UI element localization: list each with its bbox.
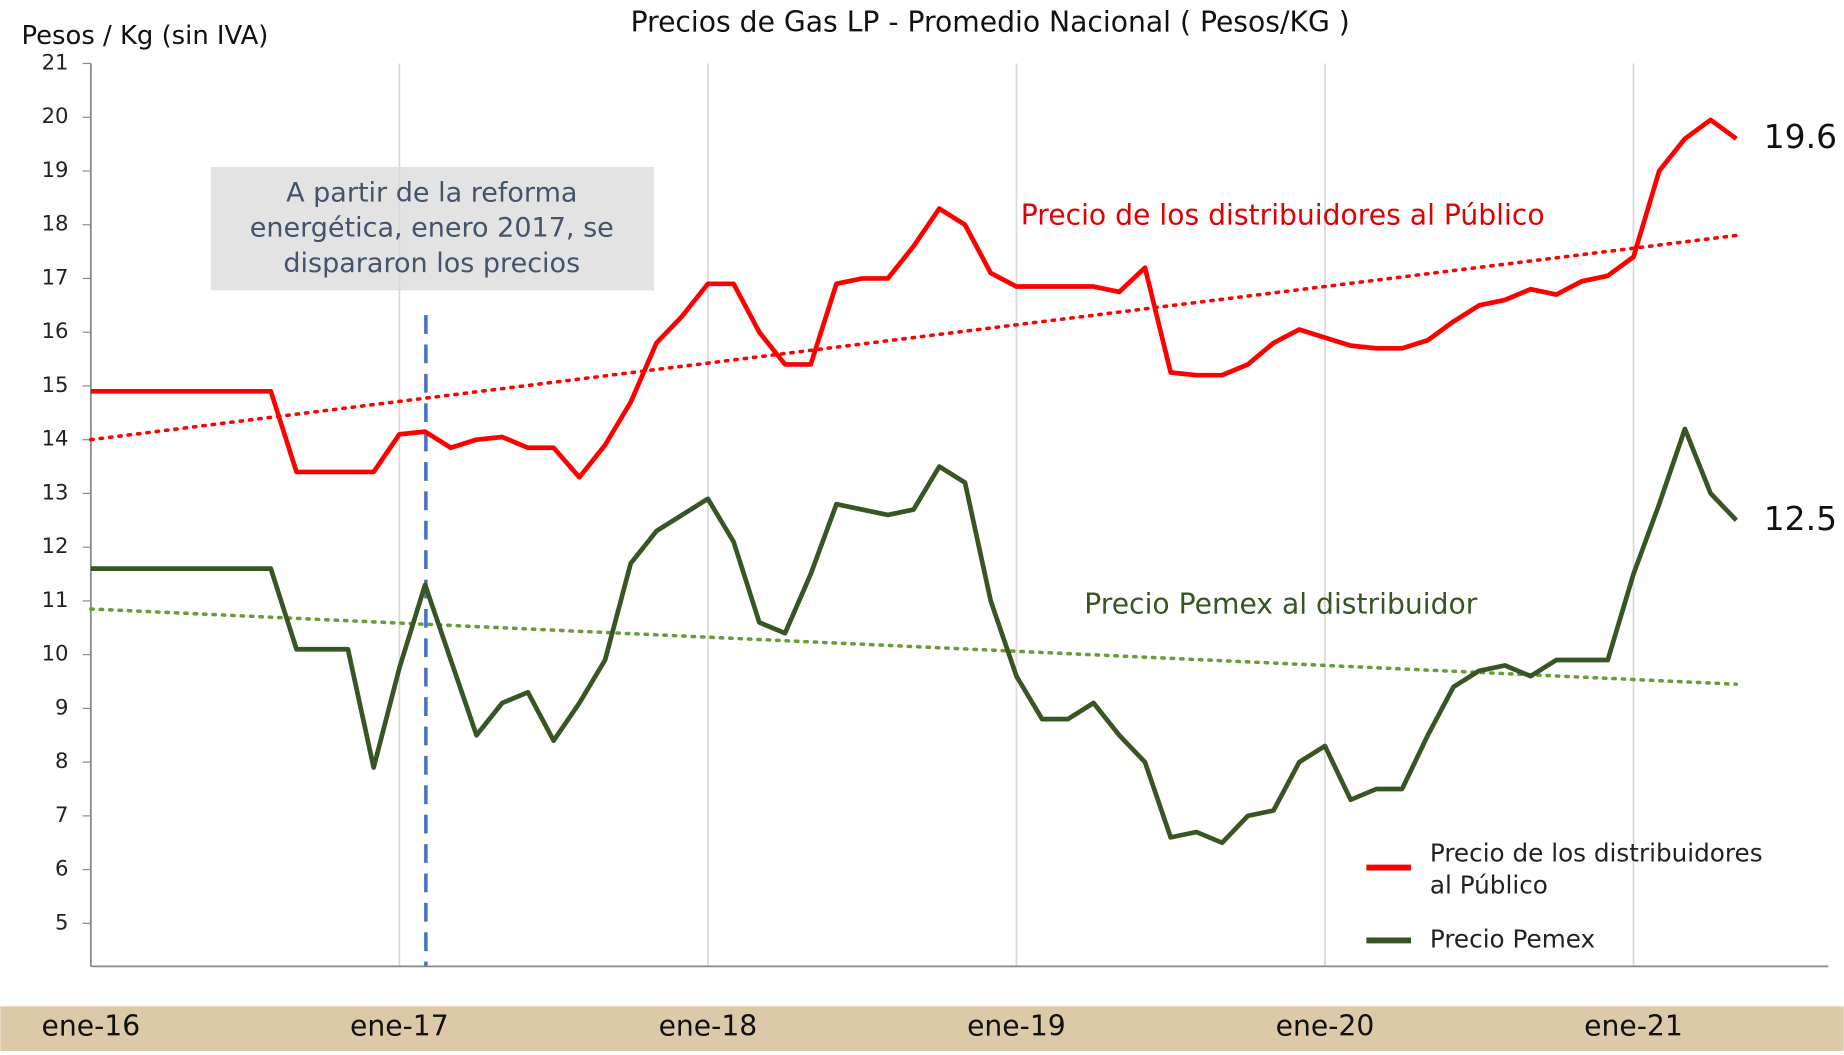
y-tick-label: 9 xyxy=(55,694,68,719)
legend-label: Precio Pemex xyxy=(1429,925,1596,954)
y-tick-label: 20 xyxy=(42,103,69,128)
series-line xyxy=(90,117,1738,480)
legend-item: Precio Pemex xyxy=(1429,925,1596,954)
series-label: Precio de los distribuidores al Público xyxy=(1021,198,1545,231)
trend-line xyxy=(89,233,1739,442)
y-tick-label: 18 xyxy=(42,211,69,236)
x-tick-label: ene-21 xyxy=(1584,1009,1683,1042)
legend-label: Precio de los distribuidores al Público xyxy=(1429,839,1763,900)
annotation-line: A partir de la reforma xyxy=(286,177,577,208)
series-line xyxy=(90,426,1739,846)
y-tick-label: 21 xyxy=(42,49,69,74)
annotation-line: energética, enero 2017, se xyxy=(250,213,614,244)
y-tick-label: 10 xyxy=(42,641,69,666)
chart-title: Precios de Gas LP - Promedio Nacional ( … xyxy=(631,6,1350,39)
annotation-box xyxy=(210,166,654,291)
y-tick-label: 12 xyxy=(42,533,69,558)
end-label: 19.6 xyxy=(1764,117,1837,156)
y-tick-label: 16 xyxy=(42,318,69,343)
series-label: Precio Pemex al distribuidor xyxy=(1084,587,1478,620)
y-tick-label: 15 xyxy=(42,372,69,397)
x-tick-label: ene-17 xyxy=(350,1009,449,1042)
y-axis-label: Pesos / Kg (sin IVA) xyxy=(21,21,268,51)
x-axis-band xyxy=(0,1006,1844,1051)
x-tick-label: ene-16 xyxy=(42,1009,141,1042)
x-tick-label: ene-19 xyxy=(967,1009,1066,1042)
y-tick-label: 6 xyxy=(55,856,68,881)
y-tick-label: 8 xyxy=(55,748,68,773)
y-tick-label: 7 xyxy=(55,802,68,827)
annotation-line: dispararon los precios xyxy=(283,248,580,279)
y-tick-label: 13 xyxy=(42,479,69,504)
end-label: 12.5 xyxy=(1764,499,1837,538)
x-tick-label: ene-18 xyxy=(659,1009,758,1042)
trend-line xyxy=(89,607,1739,686)
y-tick-label: 19 xyxy=(42,157,69,182)
y-tick-label: 5 xyxy=(55,909,68,934)
y-tick-label: 14 xyxy=(42,426,69,451)
legend-item: Precio de los distribuidores al Público xyxy=(1429,839,1763,900)
x-tick-label: ene-20 xyxy=(1276,1009,1375,1042)
y-tick-label: 11 xyxy=(42,587,69,612)
y-tick-label: 17 xyxy=(42,264,69,289)
